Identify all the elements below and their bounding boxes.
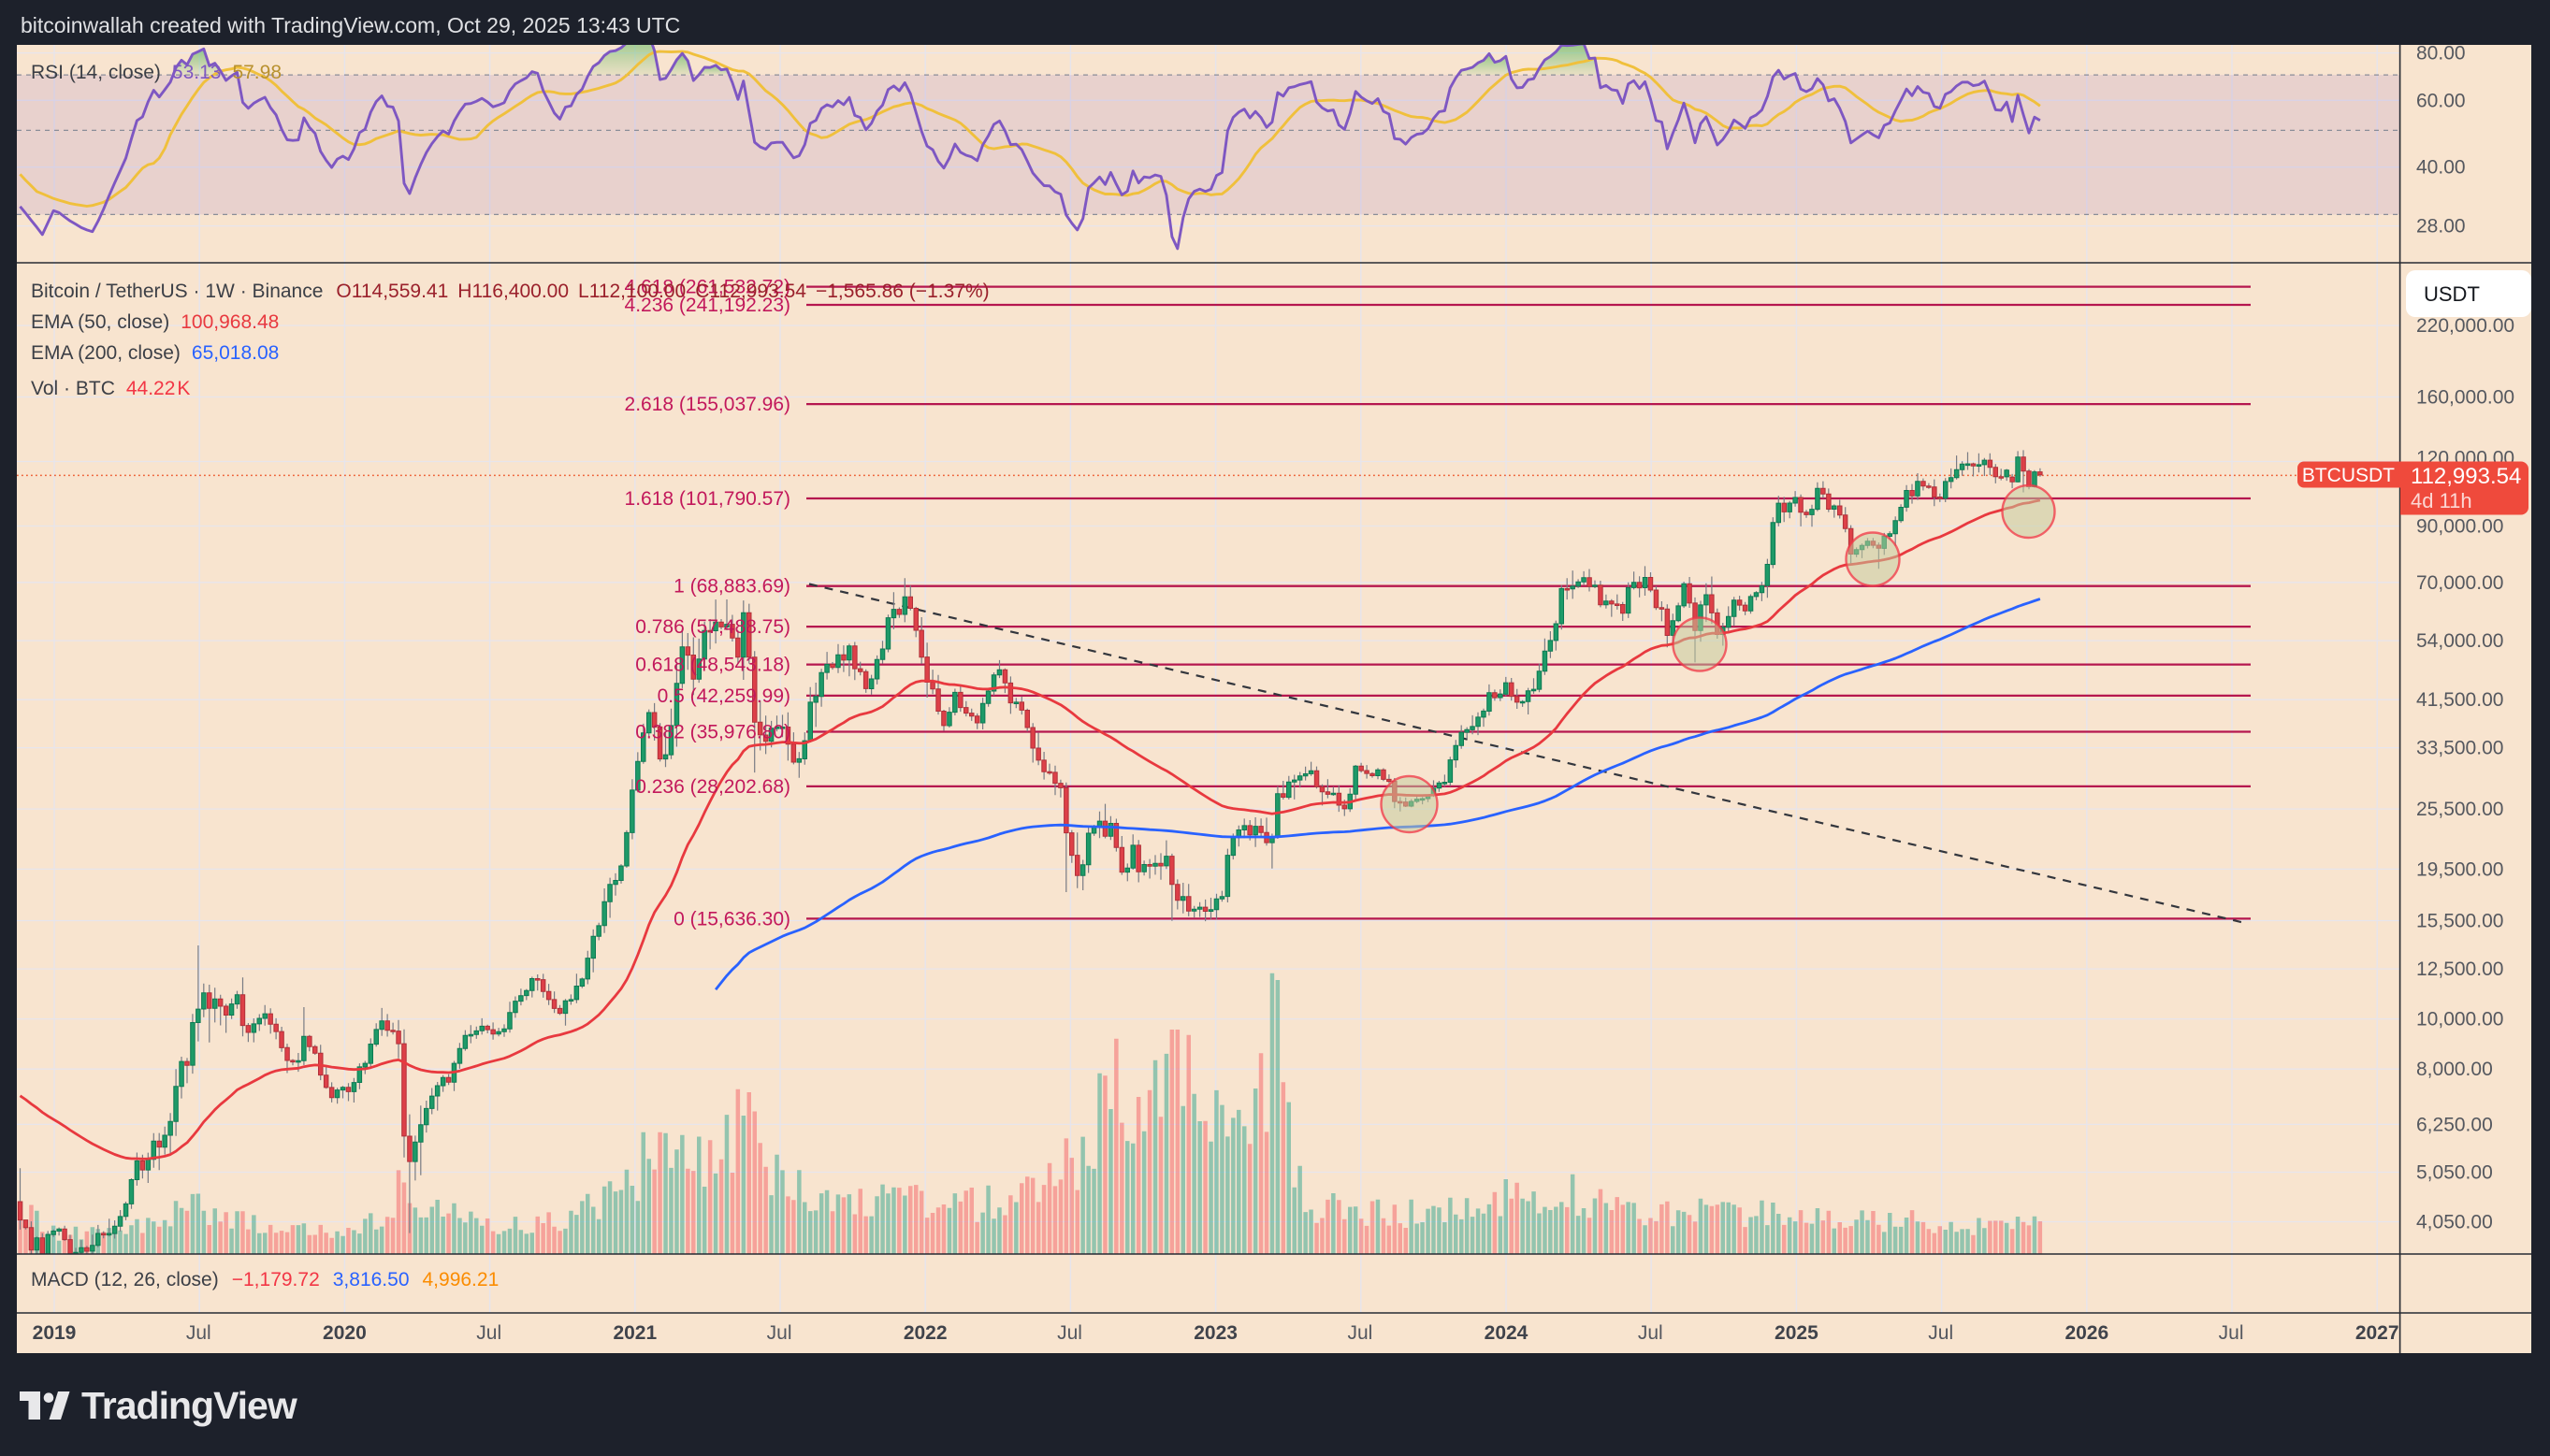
svg-text:0.236 (28,202.68): 0.236 (28,202.68) [635, 776, 790, 798]
svg-text:0.618 (48,543.18): 0.618 (48,543.18) [635, 655, 790, 676]
svg-text:USDT: USDT [2424, 282, 2480, 306]
svg-text:TradingView: TradingView [81, 1384, 297, 1427]
svg-text:2025: 2025 [1775, 1322, 1818, 1344]
svg-text:4.618 (261,532.72): 4.618 (261,532.72) [625, 277, 790, 298]
svg-text:BTCUSDT: BTCUSDT [2302, 465, 2395, 486]
svg-text:EMA (50, close)100,968.48: EMA (50, close) 100,968.48 [31, 311, 279, 333]
svg-text:28.00: 28.00 [2416, 216, 2466, 238]
svg-text:40.00: 40.00 [2416, 157, 2466, 179]
svg-text:0 (15,636.30): 0 (15,636.30) [674, 908, 790, 930]
svg-text:15,500.00: 15,500.00 [2416, 911, 2503, 932]
svg-text:54,000.00: 54,000.00 [2416, 630, 2503, 652]
svg-text:80.00: 80.00 [2416, 43, 2466, 65]
svg-text:2019: 2019 [33, 1322, 77, 1344]
svg-text:Jul: Jul [476, 1322, 501, 1344]
svg-text:0.382 (35,976.80): 0.382 (35,976.80) [635, 722, 790, 743]
svg-text:2023: 2023 [1194, 1322, 1238, 1344]
svg-text:2026: 2026 [2065, 1322, 2108, 1344]
svg-text:10,000.00: 10,000.00 [2416, 1009, 2503, 1031]
svg-text:MACD (12, 26, close)−1,179.723: MACD (12, 26, close) −1,179.72 3,816.50 4,9… [31, 1269, 499, 1290]
svg-text:220,000.00: 220,000.00 [2416, 315, 2514, 337]
svg-text:Jul: Jul [1347, 1322, 1372, 1344]
svg-text:2027: 2027 [2355, 1322, 2399, 1344]
svg-text:Bitcoin / TetherUS · 1W · Bina: Bitcoin / TetherUS · 1W · Binance O114,55… [31, 281, 990, 302]
svg-text:8,000.00: 8,000.00 [2416, 1059, 2493, 1080]
svg-text:Jul: Jul [1928, 1322, 1953, 1344]
svg-text:90,000.00: 90,000.00 [2416, 516, 2503, 538]
svg-text:4.236 (241,192.23): 4.236 (241,192.23) [625, 295, 790, 316]
svg-text:Jul: Jul [2219, 1322, 2244, 1344]
svg-text:60.00: 60.00 [2416, 90, 2466, 111]
svg-text:4d 11h: 4d 11h [2411, 489, 2472, 512]
svg-text:2021: 2021 [613, 1322, 657, 1344]
svg-text:1 (68,883.69): 1 (68,883.69) [674, 576, 790, 598]
svg-text:EMA (200, close)65,018.08: EMA (200, close) 65,018.08 [31, 342, 279, 364]
svg-text:Jul: Jul [1638, 1322, 1663, 1344]
svg-text:5,050.00: 5,050.00 [2416, 1162, 2493, 1184]
svg-text:6,250.00: 6,250.00 [2416, 1114, 2493, 1135]
svg-text:1.618 (101,790.57): 1.618 (101,790.57) [625, 488, 790, 510]
svg-text:2020: 2020 [323, 1322, 367, 1344]
svg-text:2022: 2022 [904, 1322, 948, 1344]
svg-text:12,500.00: 12,500.00 [2416, 959, 2503, 980]
svg-text:70,000.00: 70,000.00 [2416, 572, 2503, 594]
svg-text:160,000.00: 160,000.00 [2416, 387, 2514, 409]
svg-text:25,500.00: 25,500.00 [2416, 799, 2503, 820]
svg-text:bitcoinwallah created with Tra: bitcoinwallah created with TradingView.c… [21, 13, 680, 37]
svg-text:Jul: Jul [186, 1322, 211, 1344]
svg-text:2.618 (155,037.96): 2.618 (155,037.96) [625, 394, 790, 415]
svg-text:2024: 2024 [1485, 1322, 1529, 1344]
svg-text:112,993.54: 112,993.54 [2411, 464, 2521, 489]
svg-text:Jul: Jul [1057, 1322, 1082, 1344]
svg-text:4,050.00: 4,050.00 [2416, 1212, 2493, 1233]
svg-text:0.786 (57,488.75): 0.786 (57,488.75) [635, 616, 790, 638]
svg-text:0.5 (42,259.99): 0.5 (42,259.99) [658, 685, 790, 707]
svg-text:19,500.00: 19,500.00 [2416, 858, 2503, 880]
svg-text:33,500.00: 33,500.00 [2416, 738, 2503, 759]
svg-text:Jul: Jul [767, 1322, 792, 1344]
svg-text:41,500.00: 41,500.00 [2416, 689, 2503, 711]
